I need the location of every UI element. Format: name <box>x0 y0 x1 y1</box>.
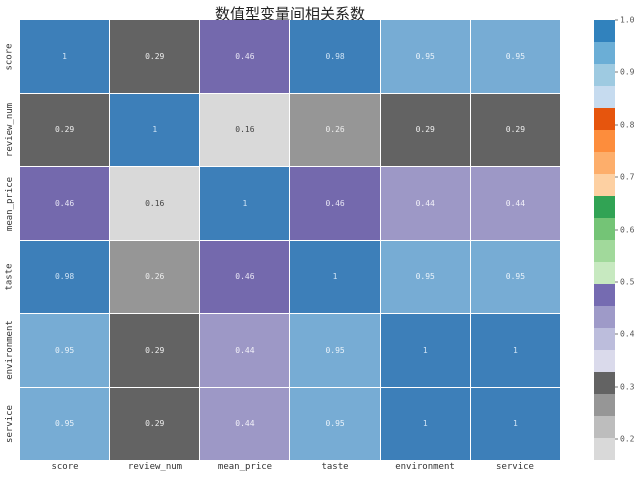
heatmap-cell: 0.29 <box>470 93 560 166</box>
y-label-taste: taste <box>5 262 15 291</box>
heatmap-cell: 1 <box>290 240 380 313</box>
colorbar-ticks: 1.0 0.9 0.8 0.7 0.6 0.5 0.4 0.3 0.2 <box>615 16 640 460</box>
colorbar-segment <box>594 438 615 460</box>
colorbar-segment <box>594 372 615 394</box>
heatmap-cell: 0.95 <box>380 20 470 93</box>
heatmap-cell: 0.26 <box>110 240 200 313</box>
colorbar-tick-label: 0.6 <box>615 225 634 234</box>
colorbar-segment <box>594 174 615 196</box>
heatmap-cell: 1 <box>380 387 470 460</box>
heatmap-cell: 0.95 <box>290 314 380 387</box>
heatmap-cell: 0.26 <box>290 93 380 166</box>
heatmap-cell: 0.44 <box>380 167 470 240</box>
x-axis-labels: score review_num mean_price taste enviro… <box>20 462 560 478</box>
heatmap-cell: 0.95 <box>470 20 560 93</box>
heatmap-cell: 0.95 <box>20 314 110 387</box>
colorbar-tick-label: 0.3 <box>615 382 634 391</box>
colorbar-tick-label: 0.5 <box>615 277 634 286</box>
heatmap-cell: 0.29 <box>380 93 470 166</box>
heatmap-cell: 1 <box>200 167 290 240</box>
x-label-score: score <box>51 462 79 472</box>
heatmap-cell: 0.95 <box>470 240 560 313</box>
heatmap-cell: 1 <box>110 93 200 166</box>
x-label-taste: taste <box>321 462 349 472</box>
heatmap-cell: 0.46 <box>200 20 290 93</box>
colorbar-segment <box>594 130 615 152</box>
colorbar-tick-label: 0.8 <box>615 120 634 129</box>
colorbar-segment <box>594 218 615 240</box>
colorbar-segment <box>594 240 615 262</box>
colorbar-segment <box>594 42 615 64</box>
colorbar <box>594 20 615 460</box>
x-label-environment: environment <box>395 462 455 472</box>
heatmap-cell: 0.16 <box>110 167 200 240</box>
heatmap-cell: 0.29 <box>110 20 200 93</box>
heatmap-cell: 1 <box>470 387 560 460</box>
heatmap-cell: 0.44 <box>200 314 290 387</box>
y-label-environment: environment <box>5 319 16 380</box>
heatmap-cell: 1 <box>20 20 110 93</box>
colorbar-tick-label: 0.2 <box>615 435 634 444</box>
heatmap-cell: 0.29 <box>20 93 110 166</box>
y-label-service: service <box>5 404 15 443</box>
x-label-review-num: review_num <box>127 462 183 472</box>
heatmap-cell: 0.46 <box>290 167 380 240</box>
heatmap-cell: 0.29 <box>110 387 200 460</box>
colorbar-tick-label: 0.4 <box>615 330 634 339</box>
colorbar-segment <box>594 416 615 438</box>
colorbar-tick-label: 0.9 <box>615 68 634 77</box>
colorbar-segment <box>594 108 615 130</box>
heatmap-cell: 0.46 <box>200 240 290 313</box>
colorbar-segment <box>594 306 615 328</box>
chart-title: 数值型变量间相关系数 <box>214 5 365 23</box>
colorbar-segment <box>594 152 615 174</box>
heatmap-cell: 0.16 <box>200 93 290 166</box>
colorbar-segment <box>594 284 615 306</box>
y-label-review-num: review_num <box>5 102 15 157</box>
heatmap-cell: 0.95 <box>20 387 110 460</box>
heatmap-cell: 0.98 <box>290 20 380 93</box>
heatmap-cell: 0.98 <box>20 240 110 313</box>
colorbar-segment <box>594 196 615 218</box>
colorbar-tick-label: 0.7 <box>615 173 634 182</box>
colorbar-segment <box>594 350 615 372</box>
correlation-heatmap: 1 0.29 0.46 0.98 0.95 0.95 0.29 1 0.16 0.26 0.29 0.… <box>20 20 560 460</box>
colorbar-segment <box>594 328 615 350</box>
x-label-mean-price: mean_price <box>217 462 273 472</box>
heatmap-cell: 0.46 <box>20 167 110 240</box>
y-label-score: score <box>5 42 15 71</box>
heatmap-cell: 0.29 <box>110 314 200 387</box>
colorbar-segment <box>594 262 615 284</box>
heatmap-cell: 1 <box>470 314 560 387</box>
y-axis-labels: score review_num mean_price taste enviro… <box>0 20 20 460</box>
colorbar-segment <box>594 86 615 108</box>
colorbar-segment <box>594 20 615 42</box>
y-label-mean-price: mean_price <box>5 176 15 231</box>
heatmap-cell: 0.44 <box>470 167 560 240</box>
colorbar-segment <box>594 64 615 86</box>
heatmap-cell: 0.95 <box>380 240 470 313</box>
x-label-service: service <box>496 462 534 472</box>
heatmap-cell: 1 <box>380 314 470 387</box>
heatmap-cell: 0.44 <box>200 387 290 460</box>
colorbar-segment <box>594 394 615 416</box>
heatmap-cell: 0.95 <box>290 387 380 460</box>
colorbar-tick-label: 1.0 <box>615 16 634 25</box>
